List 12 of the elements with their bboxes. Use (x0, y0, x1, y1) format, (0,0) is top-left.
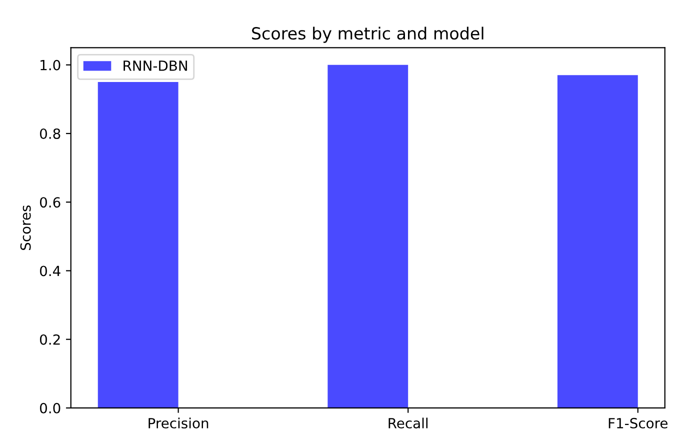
y-tick-label: 1.0 (40, 60, 60, 70)
y-tick-label: 0.8 (40, 128, 60, 139)
legend-label: RNN-DBN (124, 60, 187, 71)
x-tick-label: Recall (388, 418, 428, 428)
x-tick-label: F1-Score (608, 418, 668, 428)
chart-title: Scores by metric and model (252, 26, 484, 43)
x-tick-label: Precision (148, 418, 208, 428)
y-axis-title: Scores (20, 205, 31, 250)
y-tick-label: 0.0 (40, 402, 60, 414)
y-tick-label: 0.2 (40, 334, 60, 345)
y-tick-label: 0.6 (40, 197, 60, 208)
y-tick-label: 0.4 (40, 266, 60, 276)
